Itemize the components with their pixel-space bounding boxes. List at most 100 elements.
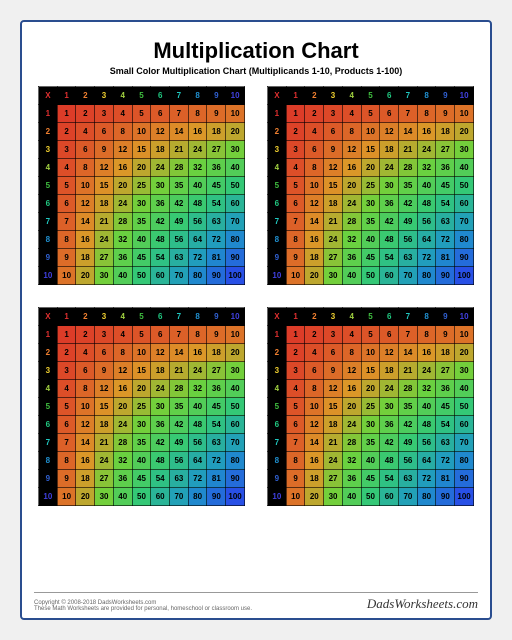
product-cell: 14 — [76, 213, 95, 231]
row-header: 10 — [268, 488, 287, 506]
col-header: 6 — [380, 87, 399, 105]
product-cell: 14 — [399, 123, 418, 141]
product-cell: 5 — [286, 398, 305, 416]
product-cell: 2 — [286, 344, 305, 362]
product-cell: 3 — [324, 105, 343, 123]
product-cell: 24 — [188, 141, 207, 159]
product-cell: 36 — [380, 195, 399, 213]
product-cell: 12 — [113, 362, 132, 380]
product-cell: 12 — [113, 141, 132, 159]
product-cell: 21 — [324, 213, 343, 231]
product-cell: 27 — [436, 141, 455, 159]
product-cell: 24 — [324, 452, 343, 470]
product-cell: 36 — [207, 380, 226, 398]
product-cell: 3 — [57, 362, 76, 380]
product-cell: 6 — [57, 416, 76, 434]
product-cell: 32 — [113, 231, 132, 249]
col-header: 2 — [76, 308, 95, 326]
product-cell: 64 — [417, 231, 436, 249]
col-header: 7 — [399, 87, 418, 105]
product-cell: 24 — [113, 416, 132, 434]
product-cell: 16 — [113, 380, 132, 398]
product-cell: 25 — [132, 398, 151, 416]
col-header: 8 — [188, 308, 207, 326]
product-cell: 10 — [57, 267, 76, 285]
product-cell: 27 — [95, 470, 114, 488]
row-header: 7 — [39, 434, 58, 452]
product-cell: 30 — [324, 267, 343, 285]
row-header: 8 — [39, 452, 58, 470]
col-header: 1 — [57, 308, 76, 326]
product-cell: 80 — [417, 488, 436, 506]
col-header: 4 — [342, 308, 361, 326]
product-cell: 7 — [286, 434, 305, 452]
product-cell: 14 — [170, 344, 189, 362]
product-cell: 80 — [226, 231, 245, 249]
col-header: 9 — [436, 87, 455, 105]
row-header: 9 — [39, 470, 58, 488]
product-cell: 8 — [342, 123, 361, 141]
product-cell: 20 — [361, 159, 380, 177]
product-cell: 30 — [380, 177, 399, 195]
product-cell: 36 — [207, 159, 226, 177]
product-cell: 14 — [399, 344, 418, 362]
product-cell: 14 — [305, 213, 324, 231]
product-cell: 48 — [380, 231, 399, 249]
product-cell: 8 — [417, 105, 436, 123]
col-header: 7 — [170, 87, 189, 105]
product-cell: 36 — [151, 195, 170, 213]
col-header: 5 — [361, 308, 380, 326]
product-cell: 27 — [324, 470, 343, 488]
product-cell: 18 — [305, 470, 324, 488]
col-header: 7 — [399, 308, 418, 326]
multiplication-table: X123456789101123456789102246810121416182… — [38, 307, 245, 506]
product-cell: 24 — [95, 452, 114, 470]
col-header: 5 — [361, 87, 380, 105]
product-cell: 60 — [380, 267, 399, 285]
product-cell: 40 — [226, 159, 245, 177]
product-cell: 16 — [76, 452, 95, 470]
product-cell: 60 — [455, 195, 474, 213]
product-cell: 10 — [226, 326, 245, 344]
product-cell: 24 — [417, 141, 436, 159]
row-header: 4 — [39, 380, 58, 398]
product-cell: 70 — [399, 267, 418, 285]
product-cell: 45 — [436, 177, 455, 195]
product-cell: 60 — [151, 488, 170, 506]
product-cell: 60 — [380, 488, 399, 506]
product-cell: 48 — [188, 416, 207, 434]
product-cell: 72 — [417, 470, 436, 488]
product-cell: 27 — [324, 249, 343, 267]
table-corner: X — [268, 87, 287, 105]
footer-left: Copyright © 2008-2018 DadsWorksheets.com… — [34, 600, 252, 612]
row-header: 4 — [39, 159, 58, 177]
product-cell: 12 — [305, 195, 324, 213]
product-cell: 2 — [305, 105, 324, 123]
product-cell: 48 — [380, 452, 399, 470]
product-cell: 64 — [188, 452, 207, 470]
row-header: 10 — [39, 267, 58, 285]
product-cell: 72 — [207, 231, 226, 249]
product-cell: 81 — [436, 470, 455, 488]
product-cell: 70 — [455, 213, 474, 231]
product-cell: 70 — [226, 434, 245, 452]
chart-grid: X123456789101123456789102246810121416182… — [34, 86, 478, 506]
product-cell: 15 — [132, 141, 151, 159]
product-cell: 6 — [305, 362, 324, 380]
product-cell: 27 — [436, 362, 455, 380]
product-cell: 10 — [361, 123, 380, 141]
product-cell: 32 — [188, 380, 207, 398]
row-header: 10 — [268, 267, 287, 285]
product-cell: 48 — [151, 231, 170, 249]
row-header: 4 — [268, 159, 287, 177]
product-cell: 72 — [436, 231, 455, 249]
product-cell: 70 — [399, 488, 418, 506]
product-cell: 12 — [76, 195, 95, 213]
product-cell: 2 — [57, 123, 76, 141]
product-cell: 24 — [188, 362, 207, 380]
product-cell: 40 — [188, 177, 207, 195]
product-cell: 24 — [380, 159, 399, 177]
product-cell: 21 — [170, 362, 189, 380]
product-cell: 20 — [305, 488, 324, 506]
product-cell: 24 — [151, 159, 170, 177]
